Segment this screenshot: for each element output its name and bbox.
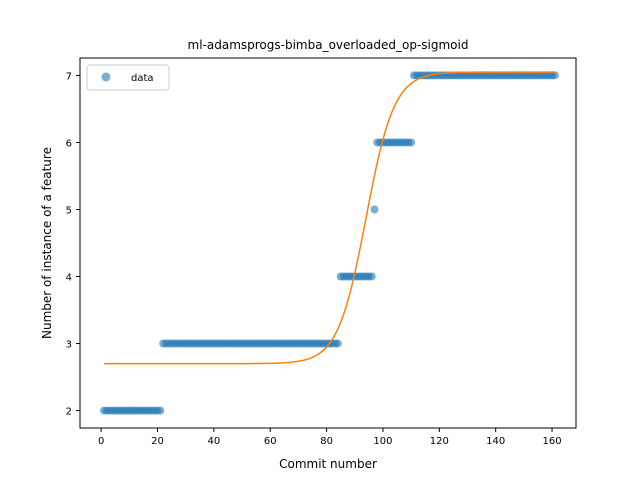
y-axis-ticks: 2 3 4 5 6 7	[66, 71, 80, 418]
plot-marks	[99, 71, 559, 415]
x-tick-label: 20	[151, 436, 164, 447]
x-tick-label: 120	[430, 436, 449, 447]
x-tick-label: 140	[486, 436, 505, 447]
data-point	[407, 138, 416, 147]
chart-title: ml-adamsprogs-bimba_overloaded_op-sigmoi…	[188, 38, 469, 52]
legend-marker-data	[101, 72, 111, 82]
x-tick-label: 80	[320, 436, 333, 447]
x-tick-label: 40	[207, 436, 220, 447]
y-tick-label: 6	[66, 138, 72, 149]
legend-label-data: data	[131, 73, 154, 84]
x-tick-label: 160	[542, 436, 561, 447]
y-tick-label: 4	[66, 273, 72, 284]
y-axis-label: Number of instance of a feature	[40, 147, 54, 339]
y-tick-label: 7	[66, 71, 72, 82]
sigmoid-fit-line	[103, 71, 555, 365]
data-point	[333, 339, 342, 348]
x-tick-label: 0	[98, 436, 104, 447]
plot-frame	[79, 57, 577, 429]
data-point	[156, 406, 165, 415]
data-point	[370, 205, 379, 214]
legend: data	[86, 64, 170, 91]
x-tick-label: 100	[373, 436, 392, 447]
legend-box	[86, 64, 170, 91]
x-axis-label: Commit number	[279, 457, 377, 471]
y-tick-label: 2	[66, 407, 72, 418]
x-axis-ticks: 0 20 40 60 80 100 120 140 160	[98, 428, 562, 447]
x-tick-label: 60	[264, 436, 277, 447]
y-tick-label: 5	[66, 205, 72, 216]
data-point	[367, 272, 376, 281]
y-tick-label: 3	[66, 340, 72, 351]
data-point	[550, 71, 559, 80]
